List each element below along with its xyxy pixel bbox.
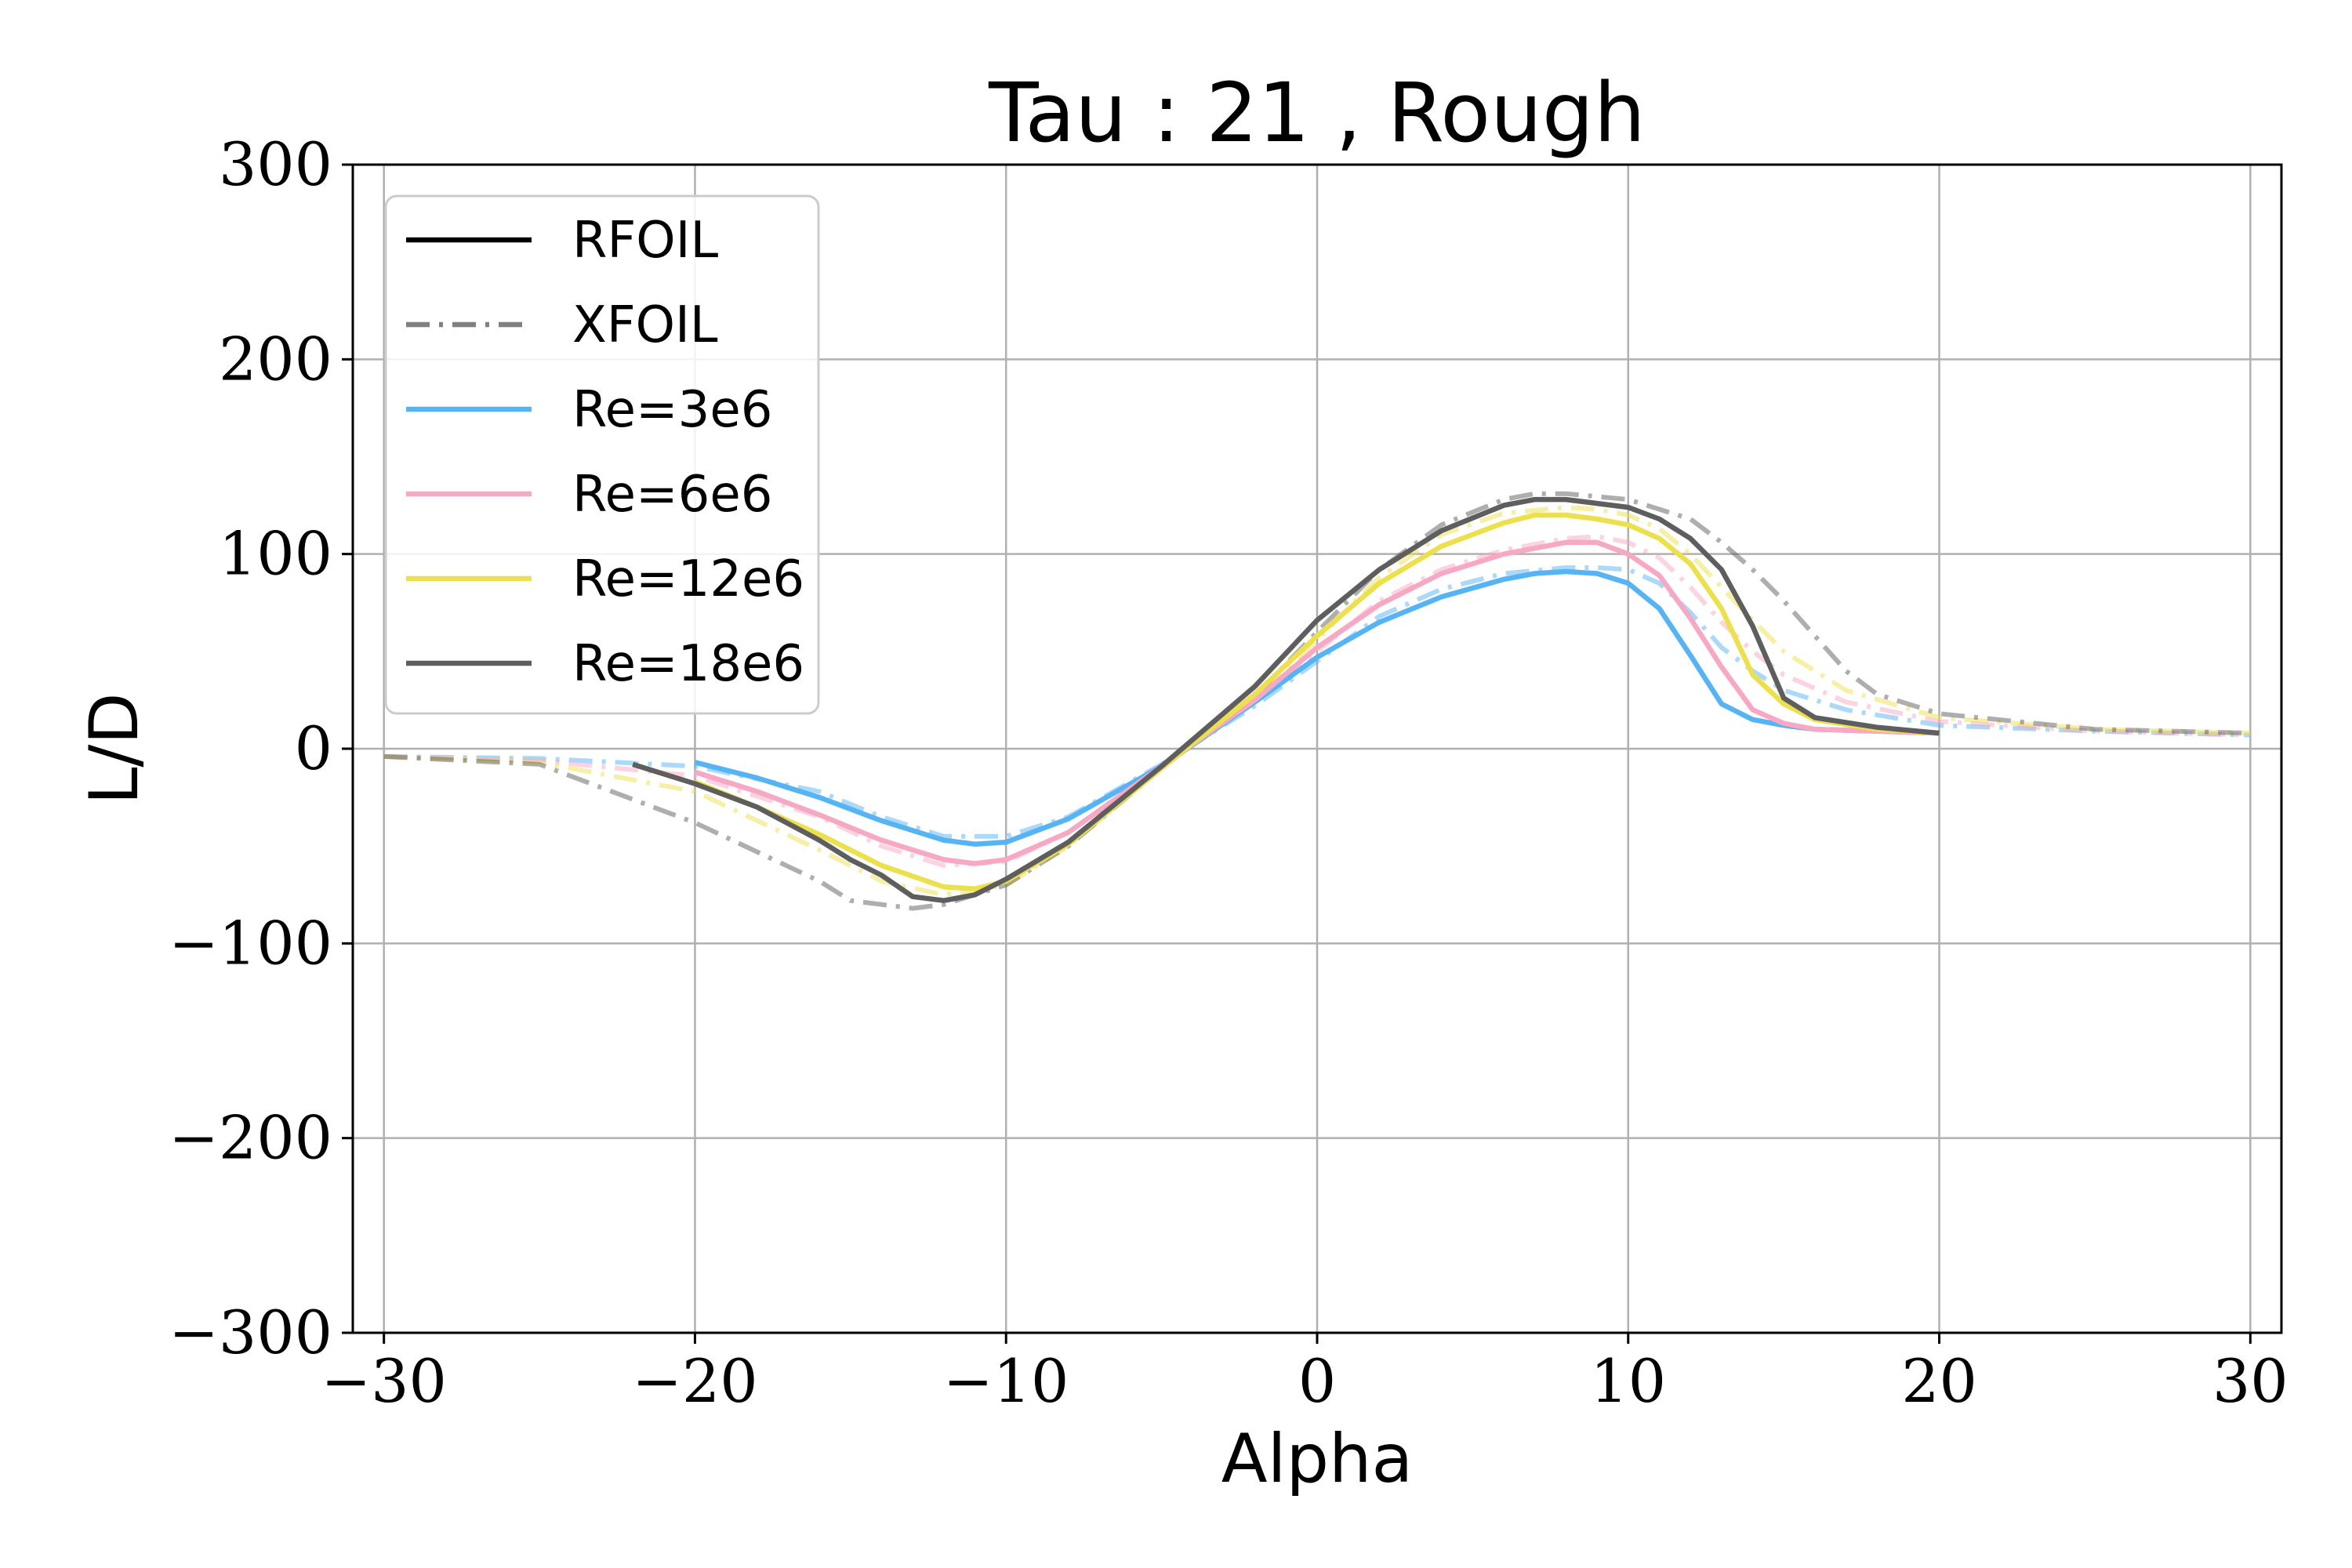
x-tick-label: −30 xyxy=(321,1346,446,1416)
legend-label: Re=6e6 xyxy=(572,466,772,524)
legend-label: RFOIL xyxy=(572,212,719,270)
rfoil-re-18e6-line xyxy=(632,496,1940,903)
y-tick-label: 300 xyxy=(219,129,332,199)
xfoil-re-3e6-line xyxy=(383,565,2251,839)
x-tick-label: 20 xyxy=(1901,1346,1977,1416)
legend: RFOIL XFOIL Re=3e6 Re=6e6 Re=12e6 Re=18e6 xyxy=(384,194,820,715)
x-tick-label: −10 xyxy=(943,1346,1069,1416)
y-tick-label: 200 xyxy=(219,324,332,394)
rfoil-re-12e6-line xyxy=(694,512,1940,892)
plot-series xyxy=(383,491,2251,911)
y-tick-label: 0 xyxy=(295,713,332,783)
legend-box xyxy=(384,194,820,715)
legend-label: Re=12e6 xyxy=(572,550,804,608)
legend-label: XFOIL xyxy=(572,296,718,354)
x-tick-label: 0 xyxy=(1298,1346,1336,1416)
y-tick-label: 100 xyxy=(219,519,332,589)
legend-label: Re=18e6 xyxy=(572,635,804,693)
y-tick-label: −300 xyxy=(169,1298,332,1367)
rfoil-re-3e6-line xyxy=(694,568,1940,847)
xfoil-re-18e6-line xyxy=(383,491,2251,911)
y-tick-label: −200 xyxy=(169,1103,332,1173)
y-axis-label: L/D xyxy=(75,692,154,804)
x-tick-label: 30 xyxy=(2212,1346,2288,1416)
x-axis-label: Alpha xyxy=(1221,1420,1414,1498)
xfoil-re-6e6-line xyxy=(383,534,2251,868)
rfoil-re-6e6-line xyxy=(694,539,1940,866)
chart-title: Tau : 21 , Rough xyxy=(988,65,1646,161)
x-tick-label: 10 xyxy=(1590,1346,1666,1416)
legend-label: Re=3e6 xyxy=(572,381,772,439)
x-tick-label: −20 xyxy=(632,1346,757,1416)
y-tick-label: −100 xyxy=(169,908,332,978)
